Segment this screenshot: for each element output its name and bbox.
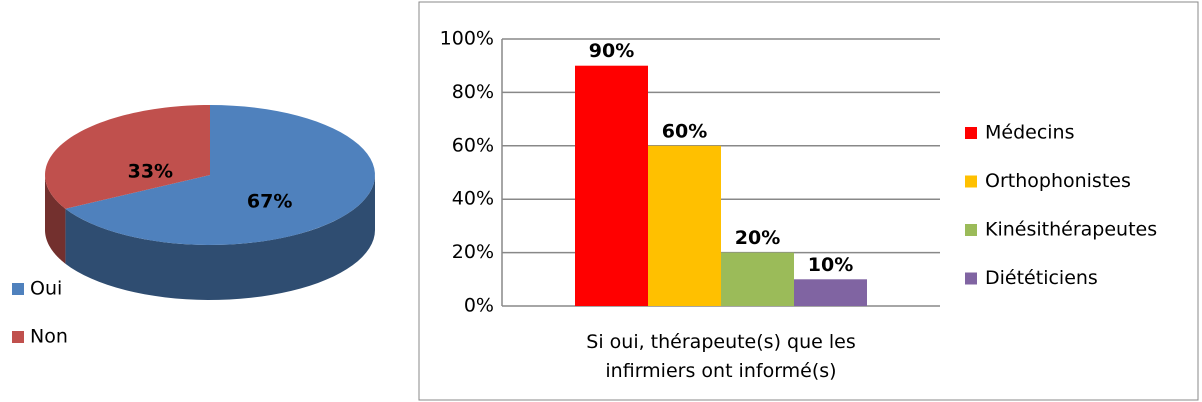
bar bbox=[648, 145, 721, 306]
y-tick-label: 20% bbox=[452, 241, 494, 263]
legend-swatch bbox=[12, 331, 24, 343]
pie-slice bbox=[65, 105, 375, 245]
legend-swatch bbox=[965, 224, 977, 236]
bar bbox=[721, 252, 794, 306]
data-label: 67% bbox=[247, 190, 292, 212]
legend-label: Kinésithérapeutes bbox=[985, 219, 1157, 241]
x-tick-label: Si oui, thérapeute(s) que les infirmiers… bbox=[586, 331, 856, 382]
y-tick-label: 60% bbox=[452, 134, 494, 156]
bar bbox=[794, 279, 867, 306]
legend-label: Médecins bbox=[985, 122, 1075, 144]
y-tick-label: 80% bbox=[452, 81, 494, 103]
legend-swatch bbox=[965, 272, 977, 285]
legend-swatch bbox=[12, 283, 24, 295]
data-label: 60% bbox=[662, 120, 707, 142]
chart-frame bbox=[418, 1, 1199, 401]
pie-slice bbox=[45, 105, 210, 209]
pie-side bbox=[45, 175, 66, 264]
y-tick-label: 40% bbox=[452, 188, 494, 210]
pie-side bbox=[65, 175, 376, 300]
data-label: 33% bbox=[128, 161, 173, 183]
legend-label: Oui bbox=[30, 278, 62, 300]
y-tick-label: 100% bbox=[440, 28, 494, 50]
bar bbox=[575, 65, 648, 306]
y-tick-label: 0% bbox=[464, 295, 494, 317]
data-label: 90% bbox=[589, 40, 634, 62]
legend-label: Non bbox=[30, 326, 68, 348]
legend-swatch bbox=[965, 127, 977, 139]
legend-swatch bbox=[965, 175, 977, 188]
legend-label: Orthophonistes bbox=[985, 170, 1131, 192]
data-label: 10% bbox=[808, 254, 853, 276]
legend-label: Diététiciens bbox=[985, 267, 1098, 289]
data-label: 20% bbox=[735, 227, 780, 249]
